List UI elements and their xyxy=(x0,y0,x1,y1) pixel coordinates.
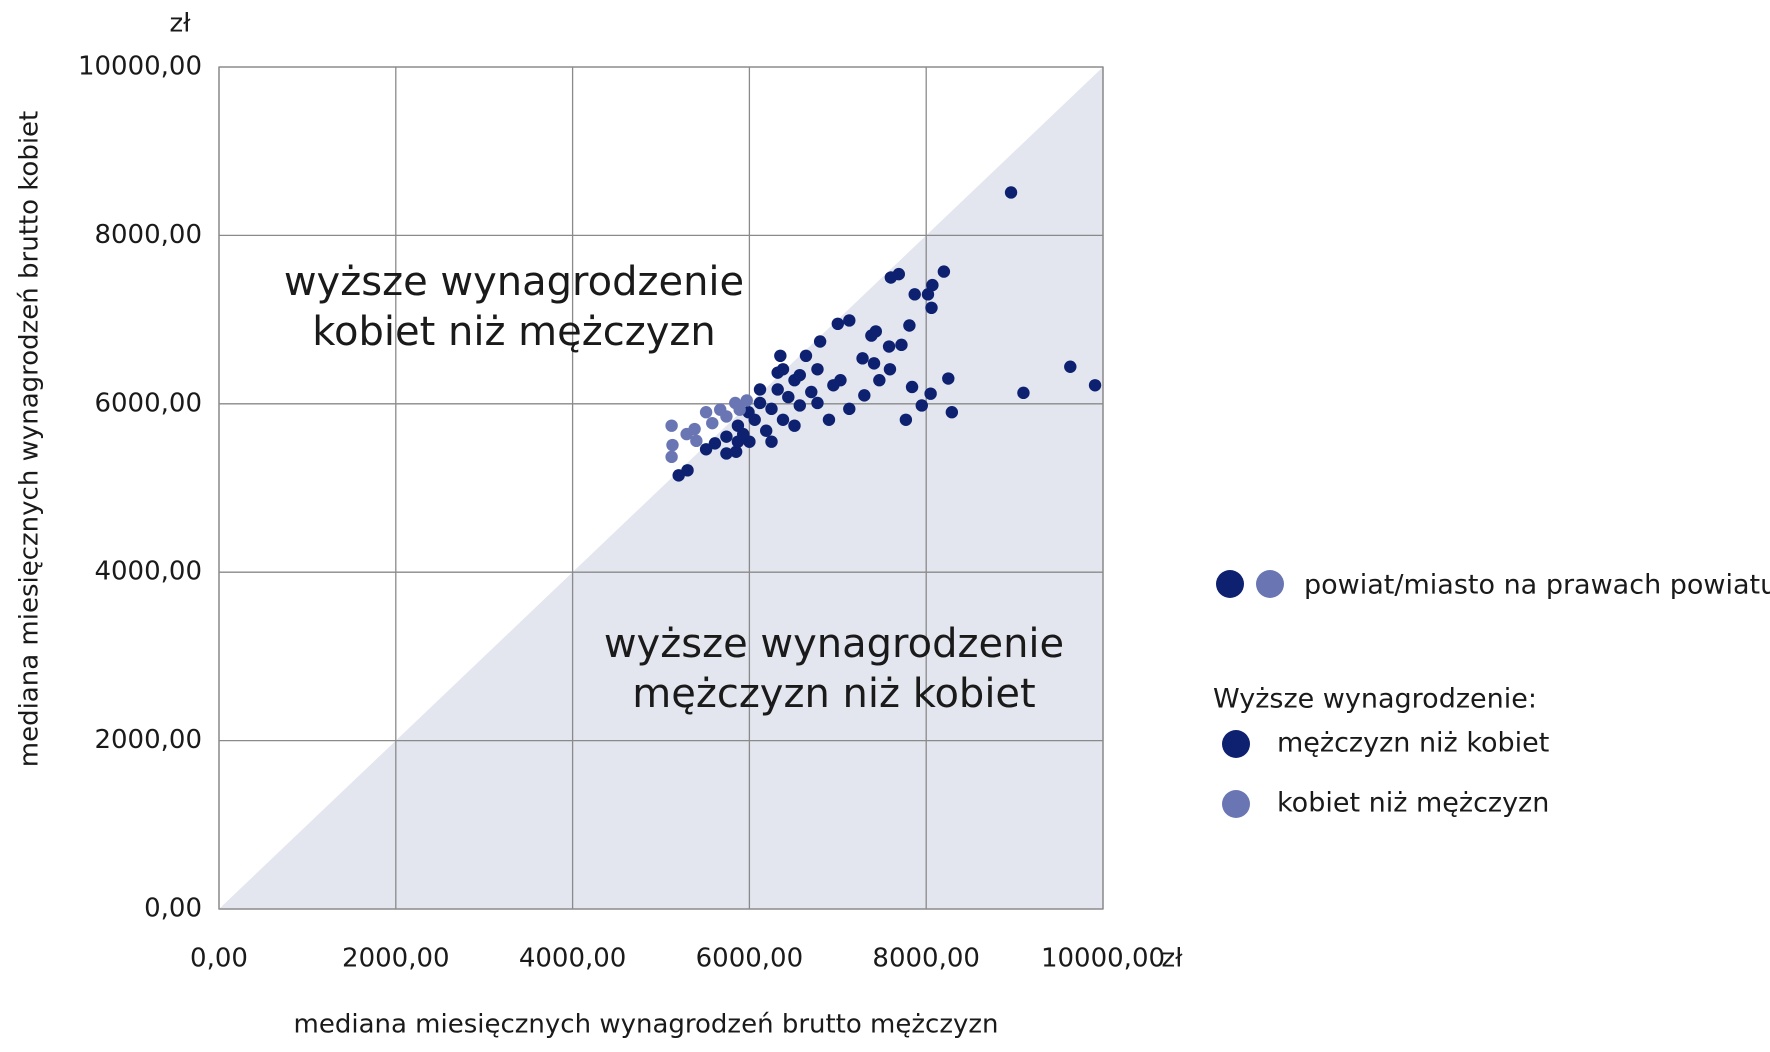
legend-label: powiat/miasto na prawach powiatu xyxy=(1304,570,1770,601)
data-point xyxy=(903,319,916,332)
data-point xyxy=(811,363,824,376)
x-tick-label: 2000,00 xyxy=(342,944,450,974)
data-point xyxy=(771,366,784,379)
data-point xyxy=(753,396,767,410)
data-point xyxy=(822,413,836,426)
legend-marker xyxy=(1216,570,1244,598)
data-point xyxy=(925,301,938,315)
data-point xyxy=(895,338,908,352)
data-point xyxy=(799,349,813,363)
data-point xyxy=(680,427,693,441)
y-tick-label: 6000,00 xyxy=(94,388,202,418)
x-tick-label: 4000,00 xyxy=(519,944,627,974)
y-unit: zł xyxy=(169,9,191,39)
data-point xyxy=(945,406,959,419)
data-point xyxy=(729,445,743,458)
data-point xyxy=(899,413,913,426)
data-point xyxy=(672,469,685,482)
y-tick-label: 10000,00 xyxy=(78,52,202,82)
data-point xyxy=(759,424,773,437)
y-tick-label: 0,00 xyxy=(144,894,202,924)
data-point xyxy=(720,410,733,423)
data-point xyxy=(1004,186,1018,199)
data-point xyxy=(883,363,897,376)
data-point xyxy=(915,399,928,412)
data-point xyxy=(924,387,937,400)
data-point xyxy=(793,399,806,412)
data-point xyxy=(905,380,919,394)
legend-label: kobiet niż mężczyzn xyxy=(1277,788,1549,819)
data-point xyxy=(690,434,703,448)
data-point xyxy=(706,416,719,430)
data-point xyxy=(666,438,679,452)
data-point xyxy=(827,379,840,392)
data-point xyxy=(788,419,801,432)
annotation: wyższe wynagrodzenie xyxy=(604,621,1064,667)
annotation: mężczyzn niż kobiet xyxy=(632,671,1035,717)
data-point xyxy=(937,265,951,278)
y-tick-label: 4000,00 xyxy=(94,557,202,587)
data-point xyxy=(782,390,795,404)
data-point xyxy=(720,447,733,460)
data-point xyxy=(665,450,678,464)
data-point xyxy=(813,335,827,348)
data-point xyxy=(1017,386,1030,400)
data-point xyxy=(873,374,886,387)
data-point xyxy=(740,394,753,407)
data-point xyxy=(774,349,787,363)
data-point xyxy=(720,430,733,443)
data-point xyxy=(858,389,871,402)
plot-frame xyxy=(218,66,1104,910)
x-tick-label: 6000,00 xyxy=(696,944,804,974)
annotation: kobiet niż mężczyzn xyxy=(312,309,715,355)
legend-label: mężczyzn niż kobiet xyxy=(1277,728,1549,759)
region-men-higher xyxy=(219,67,1103,909)
data-point xyxy=(843,402,856,416)
data-point xyxy=(737,427,750,441)
legend-marker xyxy=(1256,570,1284,598)
x-tick-label: 10000,00 xyxy=(1041,944,1165,974)
y-axis-title: mediana miesięcznych wynagrodzeń brutto … xyxy=(15,111,45,768)
data-point xyxy=(1064,360,1077,373)
data-point xyxy=(856,352,869,365)
data-point xyxy=(771,383,784,396)
data-point xyxy=(665,419,678,432)
x-unit: zł xyxy=(1161,944,1183,974)
data-point xyxy=(908,288,921,301)
data-point xyxy=(831,317,844,331)
data-point xyxy=(765,435,778,448)
legend-marker xyxy=(1222,730,1250,758)
data-point xyxy=(805,385,818,399)
x-axis-title: mediana miesięcznych wynagrodzeń brutto … xyxy=(294,1010,999,1040)
data-point xyxy=(708,437,722,450)
data-point xyxy=(867,357,881,370)
data-point xyxy=(748,413,761,426)
x-tick-label: 8000,00 xyxy=(872,944,980,974)
annotation: wyższe wynagrodzenie xyxy=(284,259,744,305)
data-point xyxy=(1088,379,1102,392)
data-point xyxy=(699,406,713,419)
data-point xyxy=(793,368,806,382)
data-point xyxy=(921,288,935,301)
data-point xyxy=(942,372,955,385)
data-point xyxy=(882,340,896,353)
data-point xyxy=(843,314,856,327)
data-point xyxy=(699,443,713,456)
y-tick-label: 8000,00 xyxy=(94,220,202,250)
plot-area xyxy=(218,66,1104,910)
x-tick-label: 0,00 xyxy=(190,944,248,974)
y-tick-label: 2000,00 xyxy=(94,725,202,755)
data-point xyxy=(753,383,767,396)
legend-marker xyxy=(1222,790,1250,818)
data-point xyxy=(926,278,939,292)
data-point xyxy=(765,402,778,416)
legend-title: Wyższe wynagrodzenie: xyxy=(1213,684,1537,715)
data-point xyxy=(776,413,790,426)
data-point xyxy=(884,271,898,284)
data-point xyxy=(733,403,746,416)
data-point xyxy=(865,329,878,342)
data-point xyxy=(811,396,824,410)
